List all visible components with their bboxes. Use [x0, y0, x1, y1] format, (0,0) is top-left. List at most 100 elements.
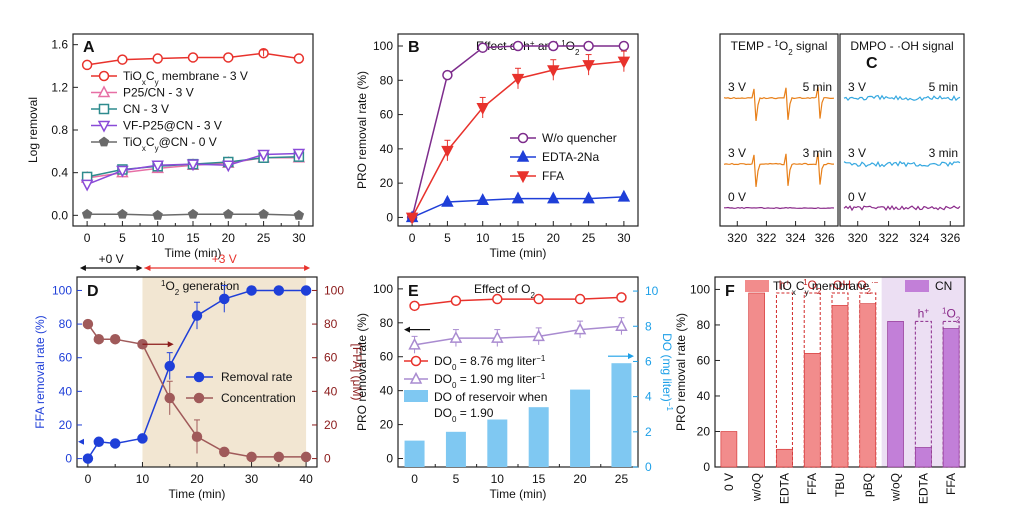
- x-tick-label: 20: [573, 472, 587, 486]
- legend-label: DO of reservoir when: [434, 390, 547, 404]
- esr-trace-label: 0 V: [848, 190, 866, 204]
- data-point-a: [292, 148, 306, 161]
- arrow-head: [79, 265, 86, 271]
- data-point-e: [532, 329, 545, 342]
- x-tick-label: 20: [222, 231, 236, 245]
- y-tick-label: 20: [380, 418, 394, 432]
- bar-value: [720, 431, 738, 468]
- esr-time-label: 5 min: [929, 80, 958, 94]
- bar-reference: [803, 292, 821, 468]
- y-tick-label: 0: [645, 460, 652, 474]
- arrow-head: [136, 265, 143, 271]
- x-tick-label: EDTA: [777, 473, 791, 504]
- legend-swatch: [905, 280, 929, 292]
- legend-label: P25/CN - 3 V: [123, 86, 194, 100]
- series-line-e: [414, 296, 622, 307]
- bar-tag: 1O2: [942, 306, 961, 324]
- legend-marker: [193, 371, 205, 383]
- data-point-e: [533, 293, 544, 305]
- data-point-a: [257, 149, 270, 162]
- data-point-b: [405, 212, 419, 225]
- y-tick-label: 100: [690, 282, 710, 296]
- legend-label: Concentration: [221, 391, 296, 405]
- data-point-concentration: [93, 333, 105, 345]
- x-tick-label: 10: [476, 231, 490, 245]
- arrow-head: [304, 265, 311, 271]
- bar-value: [915, 447, 932, 468]
- data-point-b: [442, 69, 453, 81]
- data-point-e: [449, 330, 463, 343]
- data-point-e: [615, 319, 628, 331]
- legend-label: VF-P25@CN - 3 V: [123, 119, 222, 133]
- x-tick-label: FFA: [805, 473, 819, 495]
- annotation-0v: +0 V: [99, 252, 124, 266]
- data-point-a: [293, 53, 305, 64]
- y-tick-label: 20: [380, 176, 394, 190]
- data-point-removal: [273, 285, 285, 296]
- x-tick-label: 320: [727, 231, 747, 245]
- x-tick-label: 324: [909, 231, 929, 245]
- data-point-removal: [191, 310, 203, 321]
- data-point-a: [187, 208, 199, 219]
- y-axis-label-right: [FFA] (μM): [350, 344, 364, 401]
- x-tick-label: EDTA: [916, 473, 930, 504]
- data-point-a: [151, 160, 164, 173]
- y-axis-label: FFA removal rate (%): [33, 315, 47, 428]
- data-point-removal: [164, 360, 175, 372]
- x-tick-label: 0: [85, 472, 92, 486]
- y-tick-label: 80: [59, 317, 73, 331]
- legend-marker: [193, 392, 205, 404]
- y-tick-label: 0: [65, 452, 72, 466]
- bar-reference: [914, 320, 932, 468]
- legend-swatch: [745, 280, 769, 292]
- esr-trace-label: 3 V: [728, 80, 746, 94]
- x-tick-label: 15: [511, 231, 525, 245]
- esr-trace: [843, 94, 961, 102]
- y-axis-label: PRO removal rate (%): [674, 313, 688, 431]
- data-point-e: [409, 300, 420, 312]
- panel-letter: C: [866, 55, 878, 72]
- legend-label: TiOxCy membrane - 3 V: [123, 69, 248, 87]
- panel-letter: E: [408, 283, 419, 300]
- y-tick-label: 0: [324, 452, 331, 466]
- legend-label: Removal rate: [221, 370, 293, 384]
- esr-trace-label: 3 V: [848, 80, 866, 94]
- bar-reference: [859, 292, 877, 468]
- esr-trace: [723, 152, 834, 187]
- bar-value: [803, 353, 821, 468]
- data-point-a: [117, 54, 128, 65]
- panel-c-frame: [839, 33, 965, 227]
- arrow-head: [167, 341, 174, 348]
- series-line-removal: [87, 289, 307, 460]
- y-tick-label: 80: [380, 316, 394, 330]
- data-point-removal: [109, 438, 121, 449]
- esr-trace-label: 3 V: [848, 146, 866, 160]
- bar-value: [887, 321, 904, 468]
- data-point-a: [80, 179, 94, 192]
- x-tick-label: pBQ: [861, 473, 875, 497]
- x-tick-label: 25: [257, 231, 271, 245]
- data-point-b: [511, 191, 525, 204]
- data-point-removal: [246, 285, 257, 296]
- x-tick-label: 326: [940, 231, 960, 245]
- esr-time-label: 5 min: [803, 80, 832, 94]
- y-tick-label: 2: [645, 425, 652, 439]
- data-point-a: [258, 208, 269, 219]
- bar-do: [445, 431, 466, 467]
- data-point-b: [547, 191, 560, 204]
- arrow-head: [144, 265, 151, 271]
- y-tick-label: 100: [373, 282, 393, 296]
- data-point-concentration: [109, 333, 121, 345]
- data-point-concentration: [300, 451, 312, 463]
- legend-label: TiOxCy@CN - 0 V: [123, 135, 217, 153]
- bar-reference: [775, 292, 793, 468]
- x-tick-label: 40: [299, 472, 313, 486]
- data-point-a: [222, 160, 235, 173]
- y-tick-label: 0.4: [51, 166, 68, 180]
- bar-value: [831, 305, 849, 468]
- bar-tag: 1O2: [803, 277, 822, 295]
- data-point-a: [152, 209, 163, 220]
- x-tick-label: 5: [444, 231, 451, 245]
- esr-time-label: 3 min: [929, 146, 958, 160]
